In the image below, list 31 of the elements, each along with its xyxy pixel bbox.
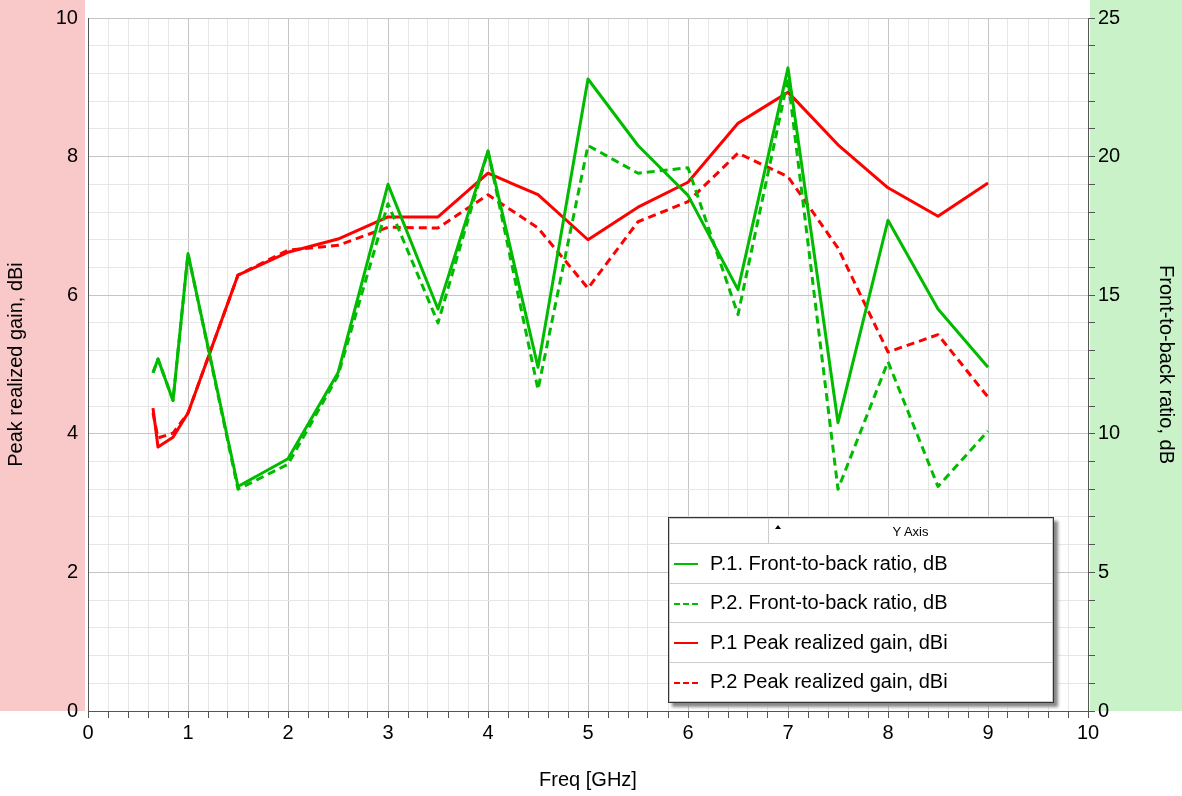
y2-tick-label: 10 <box>1098 421 1121 444</box>
x-tick-label: 9 <box>982 720 994 743</box>
legend-label: P.2. Front-to-back ratio, dB <box>710 591 948 614</box>
x-tick-label: 4 <box>482 720 494 743</box>
legend-label: P.2 Peak realized gain, dBi <box>710 670 948 693</box>
y2-tick-label: 0 <box>1098 698 1110 721</box>
x-tick-label: 5 <box>582 720 594 743</box>
x-tick-label: 7 <box>782 720 794 743</box>
y-axis-title: Peak realized gain, dBi <box>3 262 26 467</box>
y2-tick-label: 25 <box>1098 5 1121 28</box>
x-tick-label: 0 <box>82 720 94 743</box>
legend-label: P.1. Front-to-back ratio, dB <box>710 551 948 574</box>
x-tick-label: 8 <box>882 720 894 743</box>
y2-axis-title: Front-to-back ratio, dB <box>1156 265 1179 464</box>
x-tick-label: 3 <box>382 720 394 743</box>
x-axis-title: Freq [GHz] <box>539 767 637 790</box>
y-tick-label: 6 <box>66 282 78 305</box>
y-tick-label: 0 <box>66 698 78 721</box>
legend-title: Y Axis <box>892 523 929 539</box>
x-tick-label: 2 <box>282 720 294 743</box>
y2-tick-label: 20 <box>1098 144 1121 167</box>
x-tick-label: 1 <box>182 720 194 743</box>
y-tick-label: 8 <box>66 144 78 167</box>
x-tick-label: 10 <box>1076 720 1100 743</box>
y-tick-label: 4 <box>66 421 78 444</box>
y-tick-label: 2 <box>66 559 78 582</box>
legend-label: P.1 Peak realized gain, dBi <box>710 630 948 653</box>
y2-tick-label: 5 <box>1098 559 1110 582</box>
y2-tick-label: 15 <box>1098 282 1121 305</box>
x-tick-label: 6 <box>682 720 694 743</box>
y-tick-label: 10 <box>55 5 78 28</box>
